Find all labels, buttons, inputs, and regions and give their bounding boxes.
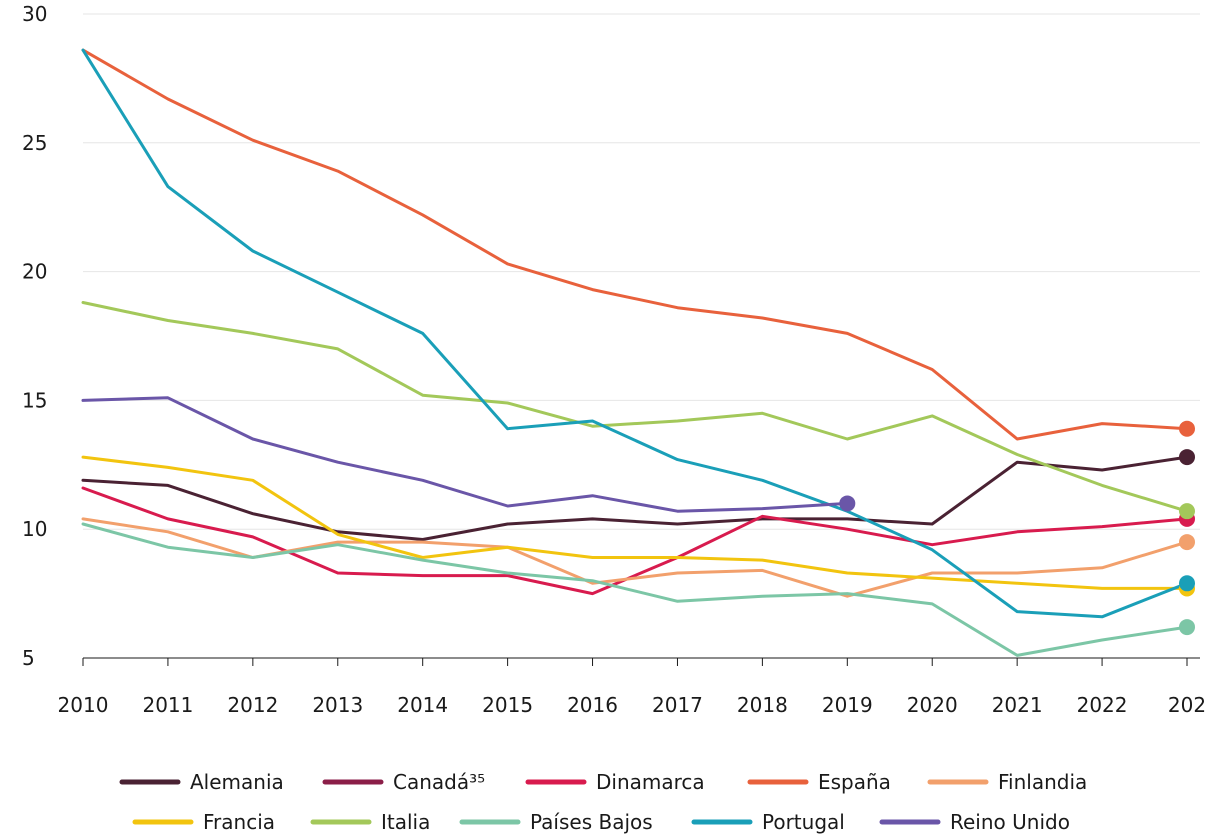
x-tick-label: 2014 (397, 693, 448, 717)
x-tick-label: 2015 (482, 693, 533, 717)
legend-label-4: Finlandia (998, 770, 1087, 794)
y-tick-label: 25 (22, 131, 47, 155)
x-tick-label: 2012 (227, 693, 278, 717)
x-tick-label: 2010 (58, 693, 109, 717)
x-tick-label: 2019 (822, 693, 873, 717)
legend-label-6: Italia (381, 810, 430, 834)
series-end-marker-3 (1179, 420, 1195, 437)
x-tick-label: 2021 (992, 693, 1043, 717)
x-tick-label: 2020 (907, 693, 958, 717)
series-line-8 (81, 48, 1189, 619)
series-line-5 (81, 455, 1189, 590)
series-end-marker-4 (1179, 534, 1195, 551)
series-lines (81, 48, 1189, 657)
legend-label-0: Alemania (190, 770, 284, 794)
x-tick-label: 2017 (652, 693, 703, 717)
x-axis: 2010 2011 2012 2013 2014 2015 2016 2017 2018 2019… (58, 657, 1206, 717)
end-markers (839, 420, 1195, 636)
legend-label-9: Reino Unido (950, 810, 1070, 834)
legend: Alemania Canadá³⁵ Dinamarca España Finlandia… (119, 770, 1087, 834)
legend-label-5: Francia (203, 810, 275, 834)
x-tick-label: 2011 (142, 693, 193, 717)
series-line-0 (81, 455, 1189, 541)
series-end-marker-0 (1179, 449, 1195, 466)
series-end-marker-7 (1179, 619, 1195, 636)
legend-label-2: Dinamarca (596, 770, 705, 794)
y-tick-label: 30 (22, 2, 47, 26)
legend-label-8: Portugal (762, 810, 845, 834)
x-tick-label: 2016 (567, 693, 618, 717)
y-tick-label: 5 (22, 646, 35, 670)
x-tick-label: 2018 (737, 693, 788, 717)
grid-lines (83, 13, 1200, 530)
series-line-6 (81, 301, 1189, 513)
series-line-9 (81, 396, 849, 513)
y-tick-label: 15 (22, 388, 47, 412)
series-line-2 (81, 486, 1189, 596)
series-end-marker-6 (1179, 503, 1195, 520)
y-tick-label: 20 (22, 260, 47, 284)
series-line-3 (81, 48, 1189, 441)
series-end-marker-9 (839, 495, 856, 512)
x-tick-label: 202 (1168, 693, 1206, 717)
legend-label-7: Países Bajos (530, 810, 653, 834)
y-axis-ticks: 5 10 15 20 25 30 (22, 2, 47, 670)
legend-label-1: Canadá³⁵ (393, 770, 485, 794)
series-end-marker-8 (1179, 575, 1195, 592)
x-tick-label: 2022 (1077, 693, 1128, 717)
y-tick-label: 10 (22, 517, 47, 541)
series-line-7 (81, 522, 1189, 657)
x-tick-label: 2013 (312, 693, 363, 717)
legend-label-3: España (818, 770, 891, 794)
